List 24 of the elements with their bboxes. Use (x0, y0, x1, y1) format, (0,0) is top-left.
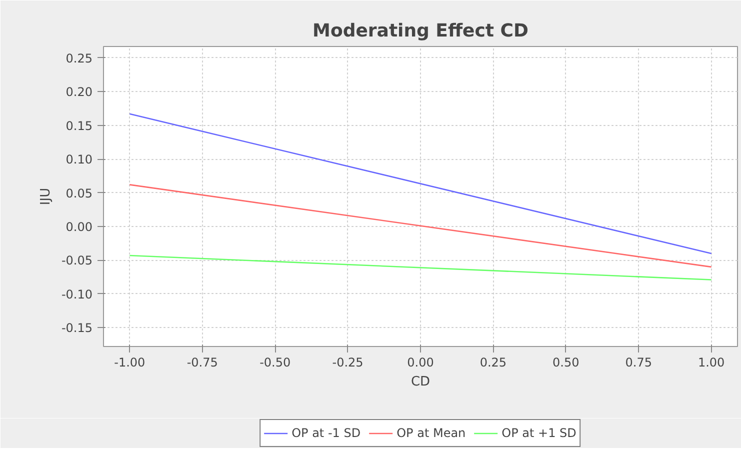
y-tick-label: 0.15 (66, 118, 92, 133)
legend-label: OP at +1 SD (502, 426, 576, 440)
legend-label: OP at Mean (396, 426, 466, 440)
y-axis-title: IJU (38, 188, 54, 206)
x-tick-label: -0.50 (260, 356, 291, 370)
x-tick-label: 0.50 (552, 356, 580, 370)
chart-title: Moderating Effect CD (312, 20, 528, 42)
x-tick-label: -1.00 (114, 356, 146, 370)
y-tick-label: 0.00 (66, 220, 92, 234)
x-axis-title: CD (410, 374, 430, 390)
y-tick-label: 0.10 (66, 152, 92, 167)
x-tick-label: 0.25 (480, 356, 507, 370)
y-tick-label: -0.15 (61, 321, 93, 336)
y-tick-label: -0.10 (61, 287, 93, 302)
legend-label: OP at -1 SD (292, 426, 361, 440)
x-tick-label: 0.75 (625, 356, 652, 370)
y-tick-label: 0.05 (66, 186, 92, 200)
x-tick-label: 0.00 (407, 356, 434, 370)
y-tick-label: 0.25 (66, 51, 92, 66)
x-tick-label: 1.00 (698, 356, 725, 370)
x-tick-label: -0.25 (332, 356, 364, 370)
x-tick-label: -0.75 (186, 356, 218, 370)
y-tick-label: 0.20 (66, 85, 92, 100)
y-tick-label: -0.05 (61, 254, 93, 268)
